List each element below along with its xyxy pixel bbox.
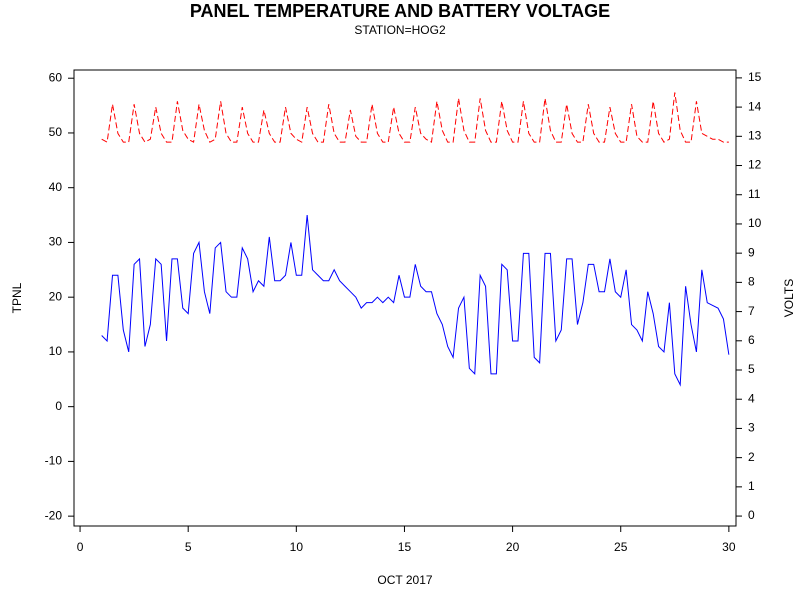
y-tick-label: 10 — [49, 344, 63, 358]
y-tick-label: -10 — [45, 454, 63, 468]
chart-subtitle: STATION=HOG2 — [354, 23, 446, 37]
y2-tick-label: 13 — [748, 128, 762, 142]
y2-tick-label: 4 — [748, 391, 755, 405]
y2-tick-label: 6 — [748, 333, 755, 347]
chart-title: PANEL TEMPERATURE AND BATTERY VOLTAGE — [190, 1, 610, 21]
y2-tick-label: 1 — [748, 479, 755, 493]
y2-tick-label: 14 — [748, 99, 762, 113]
y2-tick-label: 10 — [748, 216, 762, 230]
y-tick-label: 50 — [49, 125, 63, 139]
series-line — [101, 215, 730, 387]
y2-tick-label: 12 — [748, 158, 762, 172]
y2-tick-label: 11 — [748, 187, 761, 201]
y-axis-label: TPNL — [10, 282, 24, 313]
y2-axis-label: VOLTS — [782, 279, 796, 317]
x-axis-label: OCT 2017 — [377, 573, 432, 587]
x-tick-label: 25 — [614, 540, 628, 554]
x-tick-label: 0 — [77, 540, 84, 554]
y2-tick-label: 0 — [748, 508, 755, 522]
y-tick-label: 40 — [49, 180, 63, 194]
plot-frame — [73, 69, 737, 527]
x-tick-label: 10 — [290, 540, 304, 554]
y2-tick-label: 3 — [748, 421, 755, 435]
y-tick-label: 0 — [55, 399, 62, 413]
y2-tick-label: 8 — [748, 275, 755, 289]
y-tick-label: -20 — [45, 508, 63, 522]
x-tick-label: 30 — [722, 540, 736, 554]
y2-tick-label: 15 — [748, 70, 762, 84]
y2-tick-label: 5 — [748, 362, 755, 376]
y-tick-label: 20 — [49, 289, 63, 303]
y-tick-label: 60 — [49, 70, 63, 84]
y2-tick-label: 7 — [748, 304, 755, 318]
series-line — [101, 92, 729, 143]
y-tick-label: 30 — [49, 235, 63, 249]
x-tick-label: 5 — [185, 540, 192, 554]
y2-tick-label: 9 — [748, 245, 755, 259]
y2-tick-label: 2 — [748, 450, 755, 464]
x-tick-label: 20 — [506, 540, 520, 554]
x-tick-label: 15 — [398, 540, 412, 554]
